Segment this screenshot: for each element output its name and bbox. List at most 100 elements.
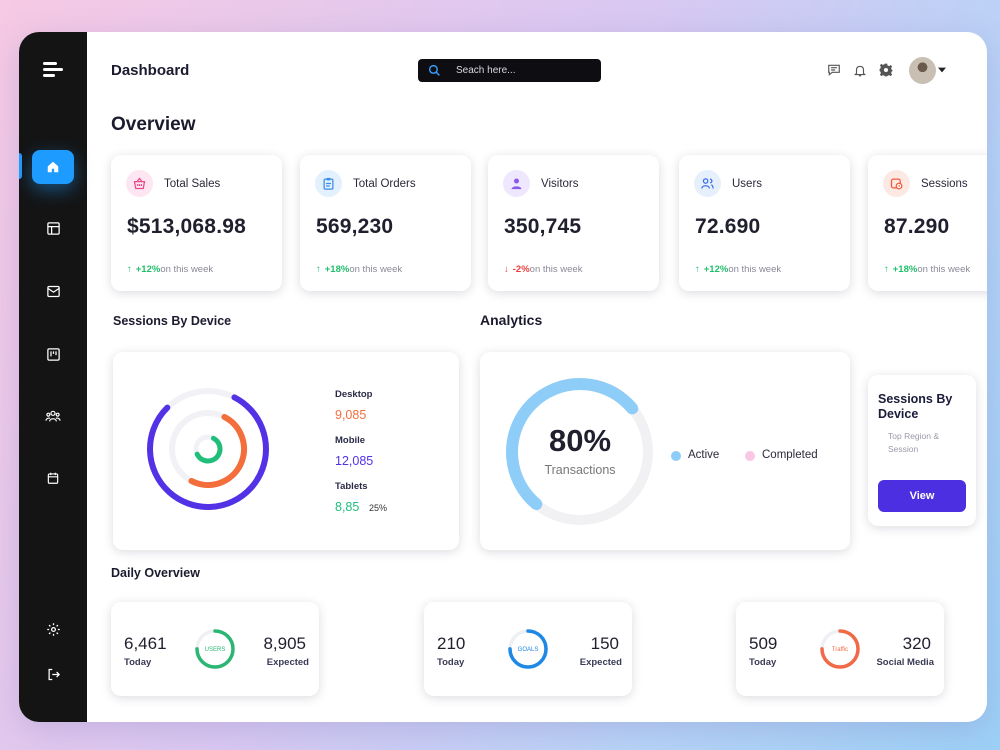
stat-label: Visitors — [541, 178, 579, 190]
sidebar-item-users[interactable] — [32, 399, 74, 433]
side-sessions-card: Sessions By Device Top Region & Session … — [868, 375, 976, 526]
logout-icon — [48, 668, 60, 680]
expected-value: 320 — [902, 634, 931, 653]
bell-icon[interactable] — [853, 63, 867, 78]
stat-change: ↑ +18%on this week — [316, 264, 402, 275]
stat-change-percent: +12% — [135, 264, 161, 275]
analytics-percent: 80% — [548, 423, 612, 458]
search-icon — [428, 64, 440, 76]
tablets-label: Tablets — [335, 481, 368, 492]
person-icon — [503, 170, 530, 197]
arrow-up-icon: ↑ — [316, 264, 321, 275]
layout-icon — [46, 221, 60, 235]
desktop-value: 9,085 — [335, 408, 367, 422]
daily-overview-title: Daily Overview — [111, 566, 200, 580]
sidebar-item-layout[interactable] — [32, 211, 74, 245]
stat-change: ↓ -2%on this week — [504, 264, 582, 275]
chevron-down-icon[interactable] — [938, 67, 946, 73]
tablets-ring — [193, 434, 223, 464]
analytics-caption: Transactions — [544, 463, 616, 477]
arrow-up-icon: ↑ — [884, 264, 889, 275]
stat-label: Total Sales — [164, 178, 221, 190]
home-icon — [47, 161, 59, 173]
stat-change: ↑ +12%on this week — [695, 264, 781, 275]
sidebar — [19, 32, 87, 722]
app-window: Dashboard Overview Total Sales $513,068.9… — [19, 32, 987, 722]
today-value: 509 — [749, 634, 778, 653]
arrow-up-icon: ↑ — [127, 264, 132, 275]
daily-ring: Traffic — [820, 629, 860, 669]
sidebar-item-home[interactable] — [32, 150, 74, 184]
stat-change-percent: +12% — [703, 264, 729, 275]
today-value: 210 — [437, 634, 466, 653]
today-label: Today — [437, 657, 465, 668]
stat-card: Sessions 87.290 ↑ +18%on this week — [868, 155, 987, 291]
desktop-ring — [169, 410, 247, 488]
daily-ring-label: GOALS — [518, 647, 539, 653]
menu-icon[interactable] — [43, 62, 63, 78]
stat-card: Visitors 350,745 ↓ -2%on this week — [488, 155, 659, 291]
stat-change-suffix: on this week — [160, 264, 214, 275]
basket-icon — [126, 170, 153, 197]
arrow-down-icon: ↓ — [504, 264, 509, 275]
desktop-label: Desktop — [335, 389, 373, 400]
settings-icon — [46, 622, 60, 636]
stat-card: Users 72.690 ↑ +12%on this week — [679, 155, 850, 291]
side-card-title: Sessions By Device — [878, 392, 953, 421]
page-title: Dashboard — [111, 62, 190, 79]
board-icon — [46, 347, 60, 361]
tablets-percent: 25% — [369, 503, 388, 513]
daily-ring: GOALS — [508, 629, 548, 669]
calendar-icon — [47, 472, 59, 484]
clipboard-icon — [315, 170, 342, 197]
daily-ring-arc — [508, 629, 548, 669]
stat-label: Users — [732, 178, 763, 190]
stat-change: ↑ +12%on this week — [127, 264, 213, 275]
mail-icon — [46, 285, 60, 297]
analytics-title: Analytics — [480, 312, 543, 328]
sidebar-item-mail[interactable] — [32, 274, 74, 308]
tablets-value: 8,85 — [335, 500, 360, 514]
stat-change-percent: +18% — [892, 264, 918, 275]
search-input[interactable] — [456, 65, 576, 76]
view-button[interactable]: View — [878, 480, 966, 512]
daily-card: 210 Today 150 Expected GOALS — [424, 602, 632, 696]
active-legend-dot — [671, 451, 681, 461]
sessions-by-device-card: Desktop 9,085 Mobile 12,085 Tablets 8,85… — [113, 352, 459, 550]
sessions-by-device-title: Sessions By Device — [113, 314, 232, 328]
search-bar[interactable] — [418, 59, 601, 82]
sidebar-item-logout[interactable] — [32, 657, 74, 691]
stat-value: 72.690 — [695, 215, 761, 238]
today-label: Today — [749, 657, 777, 668]
chat-icon[interactable] — [827, 63, 841, 77]
today-value: 6,461 — [124, 634, 167, 653]
session-icon — [883, 170, 910, 197]
overview-title: Overview — [111, 114, 196, 135]
daily-card: 509 Today 320 Social Media Traffic — [736, 602, 944, 696]
sidebar-item-board[interactable] — [32, 337, 74, 371]
arrow-up-icon: ↑ — [695, 264, 700, 275]
active-arc — [506, 378, 654, 526]
expected-label: Expected — [266, 657, 309, 668]
sidebar-item-calendar[interactable] — [32, 461, 74, 495]
stat-value: $513,068.98 — [127, 215, 246, 238]
daily-ring-arc — [820, 629, 860, 669]
stat-change-percent: +18% — [324, 264, 350, 275]
avatar[interactable] — [909, 57, 936, 84]
main-content: Dashboard Overview Total Sales $513,068.9… — [87, 32, 987, 722]
device-rings-chart — [147, 388, 269, 510]
daily-ring-label: Traffic — [832, 647, 848, 653]
expected-label: Expected — [579, 657, 622, 668]
stat-card: Total Orders 569,230 ↑ +18%on this week — [300, 155, 471, 291]
daily-ring: USERS — [195, 629, 235, 669]
completed-legend-dot — [745, 451, 755, 461]
daily-ring-label: USERS — [205, 647, 226, 653]
mobile-label: Mobile — [335, 435, 366, 446]
sidebar-item-settings[interactable] — [32, 612, 74, 646]
expected-value: 150 — [590, 634, 619, 653]
gear-icon[interactable] — [879, 63, 893, 77]
stat-change-suffix: on this week — [917, 264, 971, 275]
completed-legend-label: Completed — [762, 449, 818, 461]
daily-ring-arc — [195, 629, 235, 669]
mobile-ring — [147, 388, 269, 510]
